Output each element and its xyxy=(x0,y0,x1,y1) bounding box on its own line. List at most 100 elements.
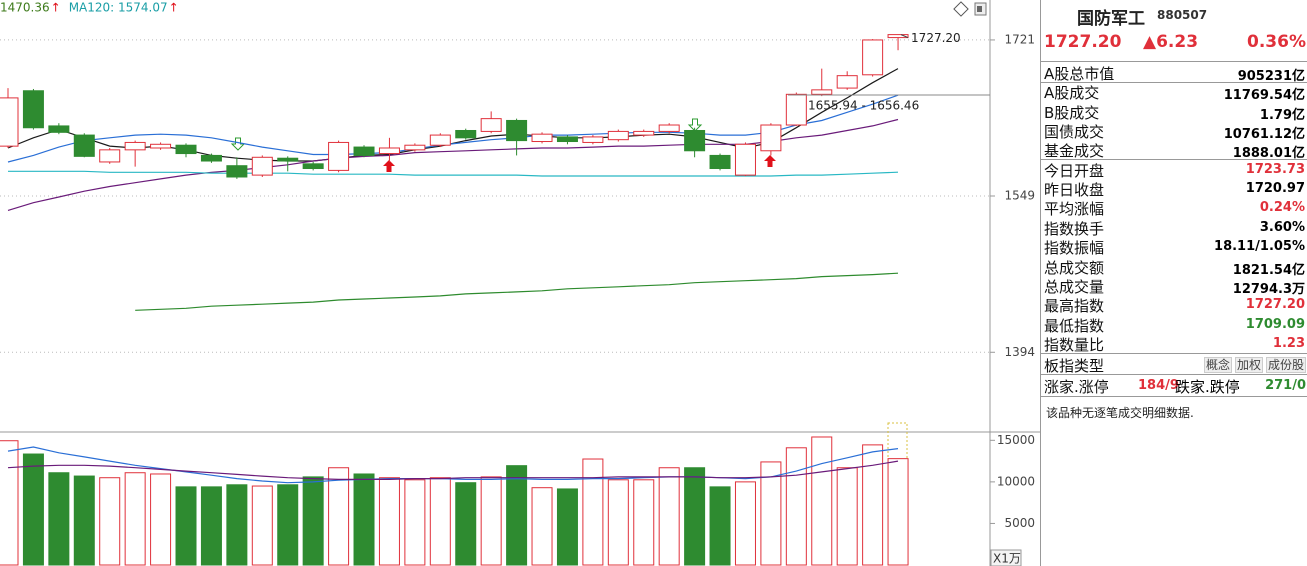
index-type[interactable]: 成份股 xyxy=(1265,357,1306,373)
index-type[interactable]: 加权 xyxy=(1234,357,1263,373)
volume-bar xyxy=(455,482,477,566)
row-label: 国债成交 xyxy=(1044,123,1105,142)
row-value: 10761.12亿 xyxy=(1223,127,1305,143)
row-label: B股成交 xyxy=(1044,103,1100,122)
sell-signal xyxy=(230,137,246,151)
volume-bar xyxy=(760,461,782,566)
volume-bar xyxy=(378,477,400,566)
rise-value: 184/9 xyxy=(1138,378,1179,393)
row-value: 1723.73 xyxy=(1245,161,1305,177)
change-pct: 0.36% xyxy=(1247,32,1306,52)
row-value: 1709.09 xyxy=(1245,316,1305,332)
volume-bar xyxy=(124,472,146,566)
row-value: 1.79亿 xyxy=(1259,107,1305,123)
candle-body xyxy=(862,39,884,76)
candle-body xyxy=(811,89,833,95)
volume-bar xyxy=(328,467,350,566)
row-value: 1.23 xyxy=(1272,335,1305,351)
row-label: 总成交额 xyxy=(1044,258,1105,277)
candle-body xyxy=(633,130,655,136)
volume-bar xyxy=(99,477,121,566)
ma-line xyxy=(135,272,899,311)
legend-arrow: ↑ xyxy=(51,1,61,15)
volume-bar xyxy=(429,477,451,566)
candle-body xyxy=(124,141,146,151)
sell-signal xyxy=(687,118,703,132)
volume-bar xyxy=(684,467,706,566)
candle-body xyxy=(73,134,95,157)
candle-body xyxy=(785,93,807,126)
candle-body xyxy=(48,125,70,133)
annotation-pointer xyxy=(900,34,909,39)
candle-body xyxy=(480,118,502,132)
candle-body xyxy=(22,90,44,129)
row-label: A股总市值 xyxy=(1044,65,1115,83)
candle-body xyxy=(251,156,273,176)
volume-bar xyxy=(506,465,528,566)
volume-bar xyxy=(277,484,299,566)
candle-body xyxy=(734,143,756,176)
candle-body xyxy=(277,157,299,162)
candle-body xyxy=(556,136,578,143)
row-label: 指数量比 xyxy=(1044,335,1105,354)
diamond-icon[interactable] xyxy=(953,1,969,17)
row-value: 0.24% xyxy=(1259,200,1305,216)
annotation: 1727.20 xyxy=(911,31,961,45)
y-tick-label: 1394 xyxy=(1004,345,1035,359)
candle-body xyxy=(836,75,858,89)
volume-bar xyxy=(353,473,375,566)
row-label: 今日开盘 xyxy=(1044,161,1105,180)
unit-box xyxy=(990,549,1022,566)
row-value: 1888.01亿 xyxy=(1232,146,1305,162)
buy-signal xyxy=(383,160,395,172)
fall-value: 271/0 xyxy=(1265,378,1306,393)
row-label: 平均涨幅 xyxy=(1044,200,1105,219)
row-label: 基金成交 xyxy=(1044,142,1105,161)
fall-label: 跌家.跌停 xyxy=(1175,378,1240,396)
volume-bar xyxy=(862,444,884,566)
separator xyxy=(1041,82,1307,83)
row-label: 最高指数 xyxy=(1044,297,1105,316)
note: 该品种无逐笔成交明细数据. xyxy=(1046,406,1194,420)
separator xyxy=(1041,396,1307,397)
candle-body xyxy=(302,163,324,170)
candle-body xyxy=(531,133,553,143)
volume-bar xyxy=(785,447,807,566)
separator xyxy=(1041,61,1307,62)
volume-bar xyxy=(175,486,197,566)
volume-bar xyxy=(150,473,172,566)
index-name: 国防军工 xyxy=(1077,9,1145,29)
row-label: 指数振幅 xyxy=(1044,239,1105,258)
legend-label: MA120: 1574.07 xyxy=(69,1,168,15)
separator xyxy=(1041,159,1307,161)
volume-bar xyxy=(0,440,19,566)
candle-body xyxy=(887,34,909,39)
buy-signal xyxy=(764,155,776,167)
volume-bar xyxy=(73,475,95,566)
row-label: 总成交量 xyxy=(1044,277,1105,296)
index-type[interactable]: 概念 xyxy=(1203,357,1232,373)
index-type-label: 板指类型 xyxy=(1044,357,1105,375)
volume-bar xyxy=(302,476,324,566)
volume-bar xyxy=(200,486,222,566)
row-value: 1720.97 xyxy=(1245,181,1305,197)
change: ▲6.23 xyxy=(1143,32,1199,52)
row-value: 905231亿 xyxy=(1237,69,1305,84)
index-code: 880507 xyxy=(1157,8,1208,22)
candle-body xyxy=(378,147,400,155)
candle-body xyxy=(200,154,222,162)
candle-body xyxy=(353,146,375,156)
legend-arrow: ↑ xyxy=(169,1,179,15)
candle-body xyxy=(455,129,477,139)
y-tick-label: 10000 xyxy=(997,474,1035,488)
candle-body xyxy=(582,136,604,143)
y-tick-label: 1721 xyxy=(1004,32,1035,46)
candle-body xyxy=(760,124,782,152)
volume-bar xyxy=(251,485,273,566)
volume-bar xyxy=(404,479,426,566)
quote-panel: 国防军工 880507 1727.20 ▲6.23 0.36% 板指类型 概念加… xyxy=(1040,0,1307,566)
separator xyxy=(1041,374,1307,375)
candle-body xyxy=(175,144,197,155)
